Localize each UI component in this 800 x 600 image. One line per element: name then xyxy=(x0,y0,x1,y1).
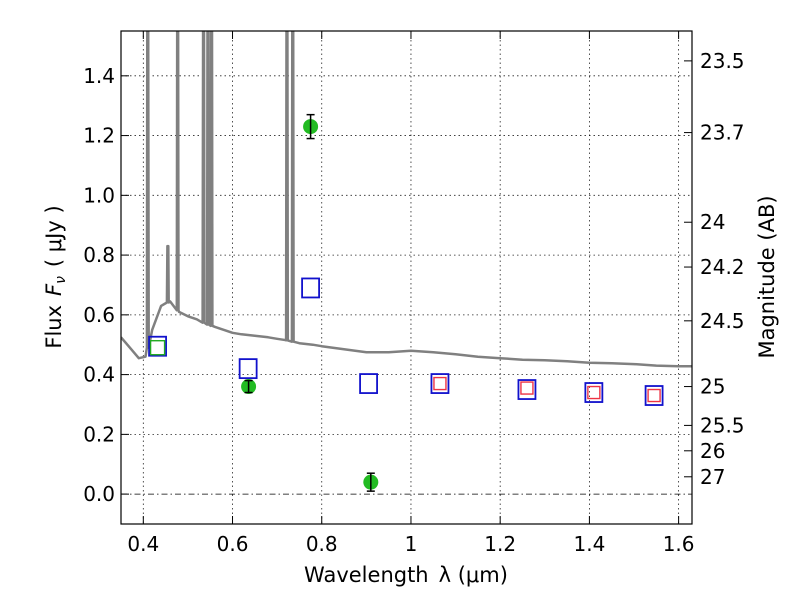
model-flux-square-red xyxy=(520,381,534,395)
model-flux-square-blue xyxy=(644,385,664,406)
x-axis-title: Wavelength λ (μm) xyxy=(304,563,508,587)
y2-tick-label: 26 xyxy=(700,439,725,463)
axis-ticks xyxy=(121,31,692,524)
x-tick-label: 1 xyxy=(405,532,418,556)
model-spectrum xyxy=(121,31,692,368)
x-tick-label: 0.6 xyxy=(217,532,249,556)
model-flux-square-red xyxy=(433,376,447,391)
x-tick-label: 1.6 xyxy=(663,532,695,556)
x-tick-label: 1.2 xyxy=(484,532,516,556)
y-axis-title-text: Flux xyxy=(42,305,66,349)
y2-tick-label: 24.5 xyxy=(700,309,745,333)
x-axis-title-text: Wavelength xyxy=(304,563,429,587)
y2-tick-label: 25 xyxy=(700,375,725,399)
axis-tick-labels: 0.4 0.6 0.8 1 1.2 1.4 1.6 0.0 0.2 0.4 0.6 0.8 1.0 1.2… xyxy=(83,49,744,556)
y-tick-label: 0.2 xyxy=(83,422,115,446)
y-tick-label: 1.4 xyxy=(83,64,115,88)
y2-tick-label: 27 xyxy=(700,465,725,489)
y2-tick-label: 25.5 xyxy=(700,413,745,437)
x-tick-label: 1.4 xyxy=(573,532,605,556)
y-tick-label: 1.2 xyxy=(83,124,115,148)
y-tick-label: 0.0 xyxy=(83,482,115,506)
model-flux-square-blue xyxy=(148,335,167,357)
y2-tick-label: 24.2 xyxy=(700,255,745,279)
y-tick-label: 1.0 xyxy=(83,183,115,207)
y2-tick-label: 23.5 xyxy=(700,49,745,73)
model-flux-square-blue xyxy=(359,373,378,394)
plot-frame xyxy=(120,30,693,525)
y-axis-symbol-subscript: ν xyxy=(53,276,69,284)
photometry-markers xyxy=(148,113,664,492)
spectrum-line xyxy=(121,31,692,368)
model-flux-square-blue xyxy=(584,382,604,403)
y-tick-label: 0.6 xyxy=(83,303,115,327)
y-axis-title: Flux Fν ( μJy ) xyxy=(42,205,69,348)
x-tick-label: 0.4 xyxy=(127,532,159,556)
model-flux-square-red xyxy=(647,388,661,403)
y-axis-unit: ( μJy ) xyxy=(42,205,66,267)
y-axis-symbol: F xyxy=(42,283,66,296)
y-tick-label: 0.4 xyxy=(83,363,115,387)
model-flux-square-blue xyxy=(238,358,258,380)
y2-tick-label: 24 xyxy=(700,210,725,234)
model-flux-square-blue xyxy=(517,379,537,400)
model-flux-square-green xyxy=(149,340,166,356)
y-tick-label: 0.8 xyxy=(83,243,115,267)
y2-axis-title: Magnitude (AB) xyxy=(755,195,779,358)
grid-lines xyxy=(121,31,692,524)
x-axis-symbol: λ (μm) xyxy=(439,563,508,587)
model-flux-square-blue xyxy=(430,373,450,394)
y2-tick-label: 23.7 xyxy=(700,121,745,145)
model-flux-square-red xyxy=(587,385,601,400)
model-flux-square-blue xyxy=(301,277,320,299)
x-tick-label: 0.8 xyxy=(306,532,338,556)
